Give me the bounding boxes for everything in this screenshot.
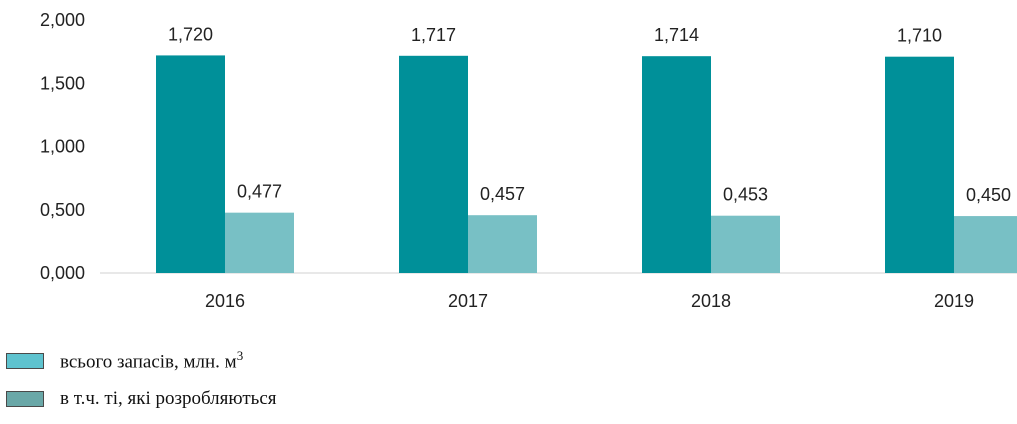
bar-chart: 0,000 0,500 1,000 1,500 2,000 1,720 0,477 1,71… — [40, 10, 1017, 311]
legend-label-total-reserves-superscript: 3 — [236, 348, 244, 364]
bar-developed-reserves-2017 — [468, 215, 537, 273]
data-label: 0,477 — [237, 182, 282, 202]
data-label: 1,717 — [411, 25, 456, 45]
legend-label-total-reserves-text: всього запасів, млн. м — [60, 351, 237, 373]
bar-series-group — [156, 55, 1017, 274]
y-axis-tick-labels: 0,000 0,500 1,000 1,500 2,000 — [40, 10, 85, 283]
data-label: 0,457 — [480, 184, 525, 204]
data-label: 0,450 — [966, 185, 1011, 205]
y-tick-label: 2,000 — [40, 10, 85, 30]
bar-total-reserves-2017 — [399, 55, 468, 273]
data-label: 1,720 — [168, 24, 213, 44]
data-label: 0,453 — [723, 185, 768, 205]
data-labels-group: 1,720 0,477 1,717 0,457 1,714 0,453 1,710 0,450 — [168, 24, 1011, 205]
bar-total-reserves-2016 — [156, 55, 225, 273]
legend-swatch-total-reserves — [6, 353, 44, 369]
x-axis-tick-labels: 2016 2017 2018 2019 — [205, 291, 974, 311]
bar-developed-reserves-2018 — [711, 215, 780, 273]
legend-item-developed-reserves: в т.ч. ті, які розробляються — [6, 386, 277, 412]
y-tick-label: 1,000 — [40, 137, 85, 157]
bar-total-reserves-2018 — [642, 56, 711, 273]
bar-total-reserves-2019 — [885, 56, 954, 274]
x-tick-label: 2018 — [691, 291, 731, 311]
x-tick-label: 2016 — [205, 291, 245, 311]
legend-label-developed-reserves: в т.ч. ті, які розробляються — [60, 388, 277, 409]
x-tick-label: 2019 — [934, 291, 974, 311]
legend: всього запасів, млн. м3 в т.ч. ті, які р… — [6, 348, 277, 424]
data-label: 1,710 — [897, 26, 942, 46]
y-tick-label: 0,000 — [40, 263, 85, 283]
bar-developed-reserves-2019 — [954, 216, 1017, 273]
y-tick-label: 0,500 — [40, 200, 85, 220]
legend-swatch-developed-reserves — [6, 391, 44, 407]
y-tick-label: 1,500 — [40, 73, 85, 93]
data-label: 1,714 — [654, 25, 699, 45]
legend-label-total-reserves: всього запасів, млн. м3 — [60, 348, 243, 373]
legend-item-total-reserves: всього запасів, млн. м3 — [6, 348, 277, 374]
bar-developed-reserves-2016 — [225, 212, 294, 273]
x-tick-label: 2017 — [448, 291, 488, 311]
